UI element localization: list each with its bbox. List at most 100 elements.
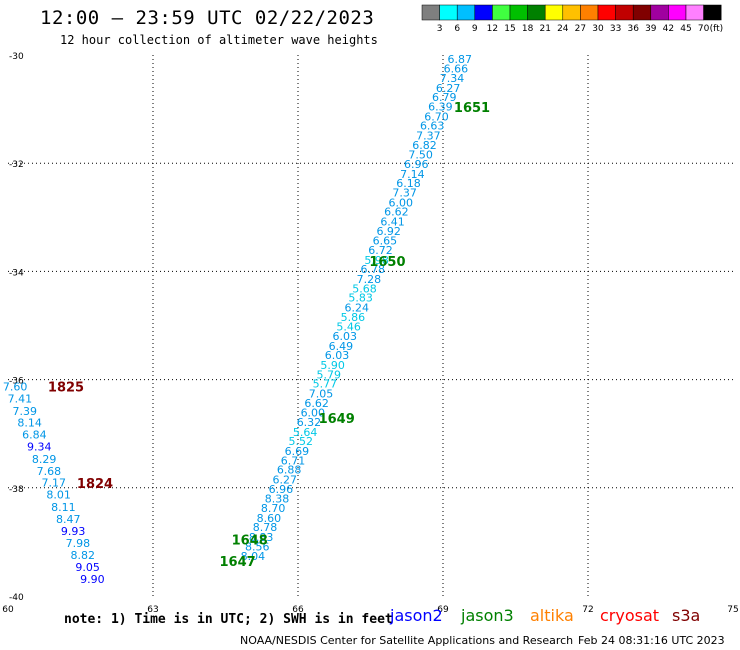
- swh-value: 6.27: [273, 473, 298, 486]
- colorbar-swatch: [562, 4, 581, 21]
- swh-value: 6.27: [436, 82, 461, 95]
- legend-jason3: jason3: [461, 606, 514, 625]
- swh-value: 5.46: [336, 320, 361, 333]
- chart-title: 12:00 – 23:59 UTC 02/22/2023: [40, 7, 375, 29]
- swh-value: 7.39: [13, 405, 38, 418]
- swh-value: 6.62: [304, 397, 329, 410]
- swh-value: 8.14: [17, 417, 42, 430]
- swh-value: 6.39: [428, 101, 453, 114]
- colorbar-label: 39: [645, 24, 657, 34]
- colorbar-swatch: [492, 4, 511, 21]
- x-tick-label: 66: [292, 605, 304, 615]
- swh-value: 6.63: [420, 120, 445, 133]
- colorbar-label: 24: [557, 24, 569, 34]
- colorbar-label: 3: [437, 24, 443, 34]
- swh-value: 9.34: [27, 440, 52, 453]
- y-tick-label: -34: [9, 268, 24, 278]
- swh-value: 6.18: [396, 177, 421, 190]
- colorbar-swatch: [597, 4, 616, 21]
- swh-value: 9.90: [80, 573, 105, 586]
- swh-value: 7.50: [408, 148, 433, 161]
- swh-value: 5.98: [364, 254, 389, 267]
- footer-timestamp: Feb 24 08:31:16 UTC 2023: [578, 634, 725, 647]
- colorbar-label: 45: [680, 24, 691, 34]
- swh-value: 6.96: [404, 158, 429, 171]
- swh-value: 8.11: [51, 501, 76, 514]
- swh-value: 8.82: [71, 549, 96, 562]
- time-label: 1650: [369, 255, 405, 270]
- swh-value: 5.52: [288, 435, 313, 448]
- colorbar-swatch: [439, 4, 458, 21]
- legend-s3a: s3a: [672, 606, 701, 625]
- x-tick-label: 75: [727, 605, 738, 615]
- swh-value: 6.70: [424, 110, 449, 123]
- colorbar-swatch: [703, 4, 722, 21]
- colorbar-label: 15: [504, 24, 515, 34]
- colorbar-label: 30: [592, 24, 604, 34]
- swh-value: 6.41: [380, 215, 405, 228]
- colorbar-swatch: [650, 4, 669, 21]
- swh-value: 6.00: [389, 196, 414, 209]
- swh-value: 7.28: [357, 273, 382, 286]
- swh-value: 6.66: [444, 62, 469, 75]
- swh-value: 7.60: [3, 380, 28, 393]
- swh-value: 8.01: [46, 489, 71, 502]
- swh-value: 7.37: [392, 187, 417, 200]
- legend-cryosat: cryosat: [600, 606, 660, 625]
- swh-value: 6.00: [301, 406, 326, 419]
- time-label: 1647: [219, 555, 255, 570]
- colorbar-swatch: [509, 4, 528, 21]
- time-label: 1825: [48, 381, 84, 396]
- swh-value: 7.41: [8, 392, 33, 405]
- swh-value: 8.60: [257, 512, 282, 525]
- x-tick-label: 60: [2, 605, 14, 615]
- swh-value: 8.70: [261, 502, 286, 515]
- swh-value: 6.71: [281, 455, 306, 468]
- swh-value: 8.78: [253, 521, 278, 534]
- time-label: 1824: [77, 477, 113, 492]
- swh-value: 6.79: [432, 91, 457, 104]
- swh-value: 6.88: [277, 464, 302, 477]
- swh-value: 7.05: [309, 387, 334, 400]
- y-tick-label: -40: [9, 593, 24, 603]
- colorbar-label: 9: [472, 24, 478, 34]
- y-tick-label: -30: [9, 52, 24, 62]
- y-tick-label: -32: [9, 160, 24, 170]
- x-tick-label: 69: [437, 605, 449, 615]
- colorbar-label: 6: [454, 24, 460, 34]
- colorbar-label: 42: [663, 24, 674, 34]
- colorbar-swatch: [668, 4, 687, 21]
- time-label: 1649: [319, 412, 355, 427]
- swh-value: 7.17: [42, 477, 67, 490]
- colorbar-label: 12: [487, 24, 498, 34]
- colorbar-swatch: [474, 4, 493, 21]
- colorbar-label: 18: [522, 24, 534, 34]
- swh-value: 7.14: [400, 168, 425, 181]
- swh-value: 5.64: [293, 426, 318, 439]
- swh-value: 6.03: [332, 330, 357, 343]
- swh-value: 6.78: [361, 263, 386, 276]
- y-tick-label: -38: [9, 485, 24, 495]
- colorbar-swatch: [527, 4, 546, 21]
- colorbar-label: 21: [539, 24, 550, 34]
- swh-value: 6.92: [376, 225, 401, 238]
- time-label: 1648: [232, 534, 268, 549]
- swh-value: 6.24: [345, 301, 370, 314]
- colorbar-swatch: [615, 4, 634, 21]
- colorbar-swatch: [544, 4, 564, 21]
- swh-value: 5.79: [317, 369, 342, 382]
- colorbar-swatch: [632, 4, 652, 21]
- swh-value: 7.37: [416, 129, 441, 142]
- colorbar-label: 33: [610, 24, 621, 34]
- swh-value: 6.87: [448, 53, 473, 66]
- swh-value: 6.84: [22, 429, 47, 442]
- time-label: 1651: [454, 101, 490, 116]
- x-tick-label: 72: [582, 605, 593, 615]
- swh-value: 8.56: [245, 541, 270, 554]
- footer-credit: NOAA/NESDIS Center for Satellite Applica…: [240, 634, 574, 647]
- swh-value: 6.62: [384, 206, 409, 219]
- colorbar-swatch: [685, 4, 704, 21]
- swh-value: 6.03: [325, 349, 350, 362]
- swh-value: 6.32: [297, 416, 322, 429]
